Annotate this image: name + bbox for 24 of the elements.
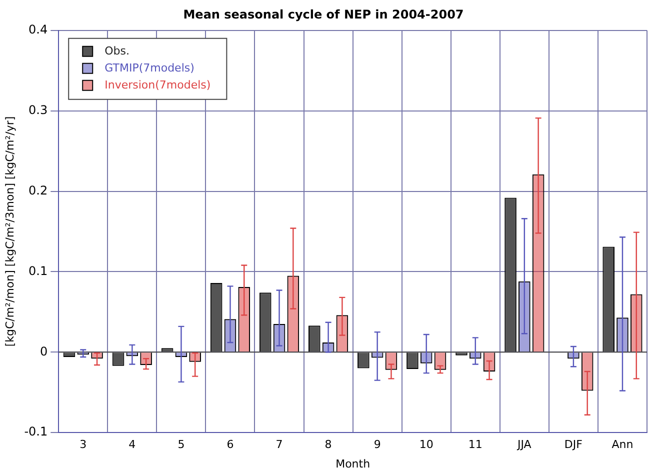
y-tick-label: -0.1 xyxy=(24,424,48,439)
x-tick-label: JJA xyxy=(516,438,532,452)
y-tick-label: 0.3 xyxy=(28,102,48,117)
y-tick-label: 0.1 xyxy=(28,264,48,278)
y-tick-label: 0 xyxy=(40,344,48,358)
x-tick-label: 7 xyxy=(276,438,283,452)
x-tick-label: DJF xyxy=(564,438,582,452)
x-tick-label: 6 xyxy=(226,438,234,452)
y-axis-title: [kgC/m²/mon] [kgC/m²/3mon] [kgC/m²/yr] xyxy=(3,116,16,347)
x-tick-label: 4 xyxy=(128,438,136,452)
legend-label: Inversion(7models) xyxy=(104,78,211,92)
y-tick-label: 0.2 xyxy=(28,183,48,198)
x-tick-label: 8 xyxy=(324,438,332,452)
x-tick-label: 11 xyxy=(468,438,482,452)
x-tick-label: 9 xyxy=(374,438,381,452)
x-tick-label: 3 xyxy=(80,438,87,452)
legend-label: GTMIP(7models) xyxy=(104,61,194,74)
x-tick-label: 5 xyxy=(178,438,185,452)
x-axis-title: Month xyxy=(336,457,370,470)
legend-label: Obs. xyxy=(104,44,130,58)
x-tick-label: Ann xyxy=(612,438,634,452)
y-tick-label: 0.4 xyxy=(28,22,48,37)
chart-title: Mean seasonal cycle of NEP in 2004-2007 xyxy=(183,7,464,22)
x-tick-label: 10 xyxy=(419,438,434,452)
